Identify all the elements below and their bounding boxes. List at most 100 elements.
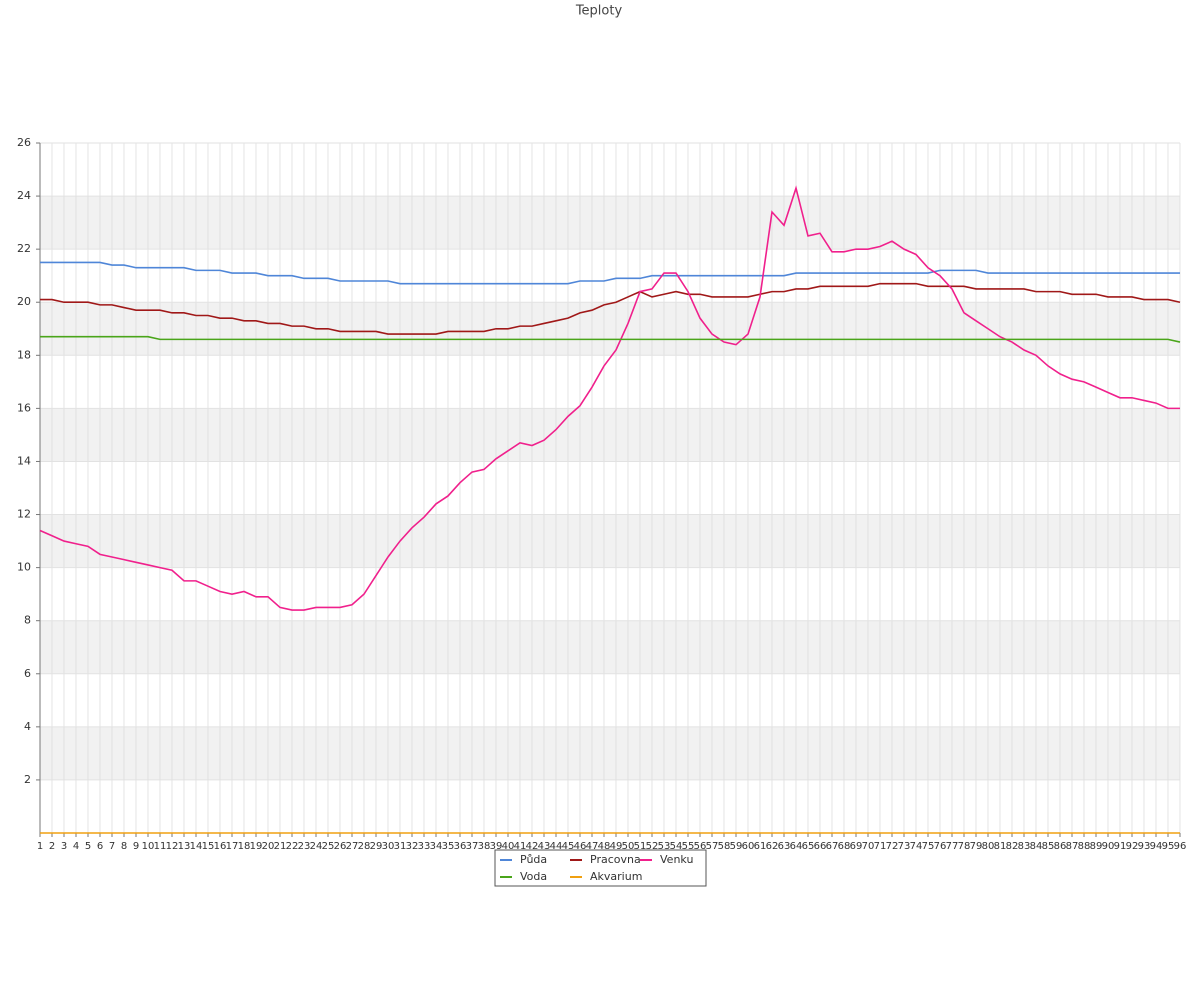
y-tick-label: 6: [24, 667, 31, 680]
y-tick-label: 8: [24, 614, 31, 627]
x-tick-label: 21: [274, 841, 287, 852]
y-tick-label: 18: [17, 348, 31, 361]
x-tick-label: 28: [358, 841, 371, 852]
grid-band: [40, 726, 1180, 780]
x-tick-label: 16: [214, 841, 227, 852]
x-tick-label: 3: [61, 841, 67, 852]
grid-band: [40, 302, 1180, 356]
x-tick-label: 94: [1150, 841, 1163, 852]
x-tick-label: 19: [250, 841, 263, 852]
x-tick-label: 55: [682, 841, 695, 852]
x-tick-label: 12: [166, 841, 179, 852]
series-line: [40, 261, 1180, 285]
y-tick-label: 26: [17, 136, 31, 149]
x-tick-label: 61: [754, 841, 767, 852]
y-tick-label: 10: [17, 561, 31, 574]
y-tick-label: 2: [24, 773, 31, 786]
x-tick-label: 30: [382, 841, 395, 852]
x-tick-label: 91: [1114, 841, 1127, 852]
x-tick-label: 17: [226, 841, 239, 852]
x-tick-label: 95: [1162, 841, 1175, 852]
x-tick-label: 37: [466, 841, 479, 852]
x-tick-label: 78: [958, 841, 971, 852]
x-tick-label: 51: [634, 841, 647, 852]
x-tick-label: 33: [418, 841, 431, 852]
x-tick-label: 1: [37, 841, 43, 852]
x-tick-label: 96: [1174, 841, 1187, 852]
x-tick-label: 63: [778, 841, 791, 852]
x-tick-label: 18: [238, 841, 251, 852]
x-tick-label: 68: [838, 841, 851, 852]
x-tick-label: 71: [874, 841, 887, 852]
grid-band: [40, 408, 1180, 462]
legend-label: Akvarium: [590, 870, 642, 883]
x-tick-label: 23: [298, 841, 311, 852]
x-tick-label: 65: [802, 841, 815, 852]
x-tick-label: 92: [1126, 841, 1139, 852]
x-tick-label: 80: [982, 841, 995, 852]
x-tick-label: 54: [670, 841, 683, 852]
x-tick-label: 35: [442, 841, 455, 852]
grid-band: [40, 196, 1180, 250]
legend-label: Pracovna: [590, 853, 641, 866]
x-tick-label: 72: [886, 841, 899, 852]
y-tick-label: 16: [17, 401, 31, 414]
x-tick-label: 93: [1138, 841, 1151, 852]
x-tick-label: 11: [154, 841, 167, 852]
x-tick-label: 70: [862, 841, 875, 852]
x-tick-label: 77: [946, 841, 959, 852]
x-tick-label: 75: [922, 841, 935, 852]
x-tick-label: 79: [970, 841, 983, 852]
legend-label: Voda: [520, 870, 547, 883]
x-tick-label: 29: [370, 841, 383, 852]
x-tick-label: 73: [898, 841, 911, 852]
legend: Půda Pracovna Venku Voda Akvarium: [494, 849, 707, 887]
x-tick-label: 50: [622, 841, 635, 852]
x-tick-label: 9: [133, 841, 139, 852]
x-tick-label: 57: [706, 841, 719, 852]
grid-band: [40, 514, 1180, 568]
x-tick-label: 49: [610, 841, 623, 852]
x-tick-label: 47: [586, 841, 599, 852]
x-tick-label: 56: [694, 841, 707, 852]
x-tick-label: 4: [73, 841, 79, 852]
x-tick-label: 48: [598, 841, 611, 852]
x-tick-label: 82: [1006, 841, 1019, 852]
x-tick-label: 58: [718, 841, 731, 852]
chart-title: Teploty: [575, 4, 623, 19]
x-tick-label: 8: [121, 841, 127, 852]
x-tick-label: 90: [1102, 841, 1115, 852]
x-tick-label: 6: [97, 841, 103, 852]
x-tick-label: 85: [1042, 841, 1055, 852]
series-line: [40, 335, 1181, 343]
y-tick-label: 20: [17, 295, 31, 308]
x-tick-label: 52: [646, 841, 659, 852]
x-tick-label: 14: [190, 841, 203, 852]
x-tick-label: 66: [814, 841, 827, 852]
x-tick-label: 38: [478, 841, 491, 852]
y-tick-label: 14: [17, 454, 31, 467]
x-tick-label: 7: [109, 841, 115, 852]
x-tick-label: 42: [526, 841, 539, 852]
x-tick-label: 25: [322, 841, 335, 852]
x-tick-label: 59: [730, 841, 743, 852]
x-tick-label: 43: [538, 841, 551, 852]
x-tick-label: 53: [658, 841, 671, 852]
x-tick-label: 15: [202, 841, 215, 852]
x-tick-label: 36: [454, 841, 467, 852]
x-tick-label: 69: [850, 841, 863, 852]
x-tick-label: 74: [910, 841, 923, 852]
y-tick-label: 22: [17, 242, 31, 255]
x-tick-label: 26: [334, 841, 347, 852]
x-tick-label: 89: [1090, 841, 1103, 852]
legend-label: Půda: [520, 853, 547, 866]
x-tick-label: 2: [49, 841, 55, 852]
x-tick-label: 81: [994, 841, 1007, 852]
x-tick-label: 5: [85, 841, 91, 852]
x-tick-label: 44: [550, 841, 563, 852]
legend-box: [494, 849, 707, 887]
x-tick-label: 34: [430, 841, 443, 852]
series-line: [39, 185, 1180, 611]
legend-label: Venku: [660, 853, 693, 866]
